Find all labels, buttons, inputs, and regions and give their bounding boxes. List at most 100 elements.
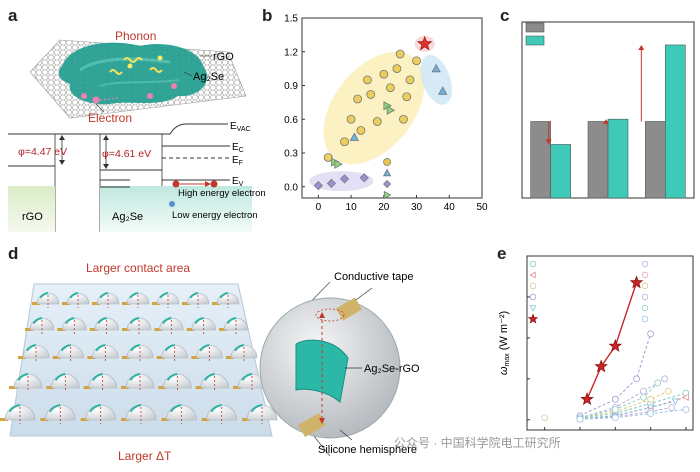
hemisphere-film	[250, 404, 263, 413]
ec-sub: C	[239, 147, 244, 154]
tape-strip	[186, 328, 195, 331]
tape-strip	[25, 328, 33, 331]
chart-e-series-line-5	[579, 390, 669, 419]
phi-ag2se-label: φ=4.61 eV	[102, 148, 151, 160]
ag2se-rgo-film	[295, 339, 349, 403]
chart-b-frame	[301, 17, 483, 199]
chart-b-point-0	[402, 92, 412, 102]
tape-strip	[219, 328, 227, 331]
chart-b-point-2	[313, 181, 323, 191]
tape-strip	[233, 386, 241, 389]
chart-c-bar-0	[530, 121, 551, 199]
chart-b-ytick-label: 0.3	[284, 149, 298, 160]
hemisphere-film	[129, 292, 139, 299]
chart-e-ylabel-main: ω	[498, 366, 510, 375]
tape-strip	[62, 302, 70, 305]
tape-strip	[195, 386, 204, 389]
chart-b-point-4	[416, 35, 433, 51]
tape-strip	[122, 356, 130, 359]
rgo-label: rGO	[213, 51, 234, 63]
band-ag2se-label: Ag₂Se	[112, 211, 143, 223]
hemisphere-film	[130, 344, 141, 352]
chart-e-series-line-7	[579, 400, 676, 420]
chart-b-point-0	[340, 137, 349, 147]
ag2se-group-ellipse	[323, 51, 425, 165]
hemisphere-film	[89, 404, 101, 413]
chart-e-point-5	[664, 387, 672, 395]
chart-b-xtick-label: 30	[411, 202, 423, 213]
chart-e-point-3	[611, 395, 619, 403]
hemisphere-film	[166, 373, 178, 381]
chart-b-ytick-label: 0.9	[284, 81, 298, 92]
tape-strip	[92, 302, 100, 305]
chart-b-legend-marker	[382, 168, 392, 177]
chart-b-ytick-label: 1.2	[284, 47, 298, 58]
svg-text:EV: EV	[232, 176, 244, 188]
chart-b-point-0	[356, 126, 366, 135]
hemisphere-film	[234, 344, 245, 352]
chart-b-ytick-label: 0.0	[284, 182, 298, 193]
ag2se-label: Ag₂Se	[193, 71, 224, 83]
chart-e-point-5	[647, 395, 655, 403]
chart-e-point-7	[646, 404, 655, 412]
chart-b-point-0	[412, 56, 421, 66]
conductive-tape-bottom	[298, 412, 326, 438]
chart-b-legend-marker	[383, 179, 392, 189]
panel-a-label: a	[8, 6, 18, 25]
chart-c-legend-swatch	[525, 35, 545, 46]
hemisphere-film	[69, 292, 79, 299]
hemisphere-film	[26, 344, 37, 352]
chart-e-point-4	[661, 375, 669, 383]
tape-strip	[226, 356, 234, 359]
chart-e-series-line-9	[579, 409, 686, 420]
larger-delta-t-label: Larger ΔT	[118, 449, 172, 463]
tape-strip	[161, 418, 170, 421]
chart-e-point-9	[682, 406, 690, 413]
chart-b-point-3	[334, 159, 343, 169]
chart-b-point-0	[385, 83, 395, 93]
chart-b-point-0	[395, 49, 405, 59]
band-rgo-label: rGO	[22, 211, 43, 223]
tape-strip	[156, 356, 165, 359]
chart-b-point-0	[366, 90, 376, 99]
conductive-tape-label: Conductive tape	[334, 271, 414, 283]
svg-text:EF: EF	[232, 155, 243, 167]
tape-strip	[242, 418, 250, 421]
chart-b-point-0	[392, 64, 402, 74]
hemisphere-film	[99, 292, 109, 299]
low-energy-electron-label: Low energy electron	[172, 210, 258, 221]
chart-e-point-9	[647, 410, 655, 418]
chart-b-zt-scatter: 0 10 20 30 40 50 0.0 0.3 0.6 0.9 1.2 1.5	[284, 14, 488, 214]
hemisphere-film	[226, 317, 237, 325]
chart-e-point-8	[668, 404, 676, 411]
tape-strip	[40, 418, 49, 421]
tape-strip	[191, 356, 200, 359]
tape-strip	[9, 386, 17, 389]
chart-c-bar-1	[665, 44, 686, 199]
chart-e-point-4	[640, 387, 647, 395]
hemisphere-film	[162, 317, 172, 325]
chart-c-ratio-bars	[521, 21, 695, 199]
chart-b-point-0	[399, 114, 408, 124]
chart-b-point-1	[431, 63, 441, 73]
chart-e-series-line-4	[579, 378, 665, 419]
chart-b-xtick-label: 10	[346, 202, 358, 213]
tape-strip	[182, 302, 190, 305]
chart-e-point-6	[611, 406, 619, 413]
chart-e-legend-marker	[527, 313, 539, 324]
chart-e-point-6	[640, 393, 647, 401]
chart-b-ytick-label: 1.5	[284, 14, 298, 25]
tape-strip	[80, 418, 89, 421]
electron-label: Electron	[88, 111, 132, 125]
chart-e-series-line-1	[579, 392, 687, 419]
panel-d-device-schematic: Larger contact area Larger ΔT Conductive…	[0, 261, 420, 463]
hemisphere-film	[164, 344, 175, 352]
phi-rgo-label: φ=4.47 eV	[18, 146, 67, 158]
chart-e-legend-marker	[641, 271, 649, 279]
hemisphere-film	[169, 404, 182, 413]
chart-e-point-9	[576, 415, 584, 423]
high-energy-electron-label: High energy electron	[178, 188, 266, 199]
tape-strip	[212, 302, 220, 305]
tape-strip	[122, 302, 130, 305]
chart-e-legend-marker	[641, 282, 649, 290]
